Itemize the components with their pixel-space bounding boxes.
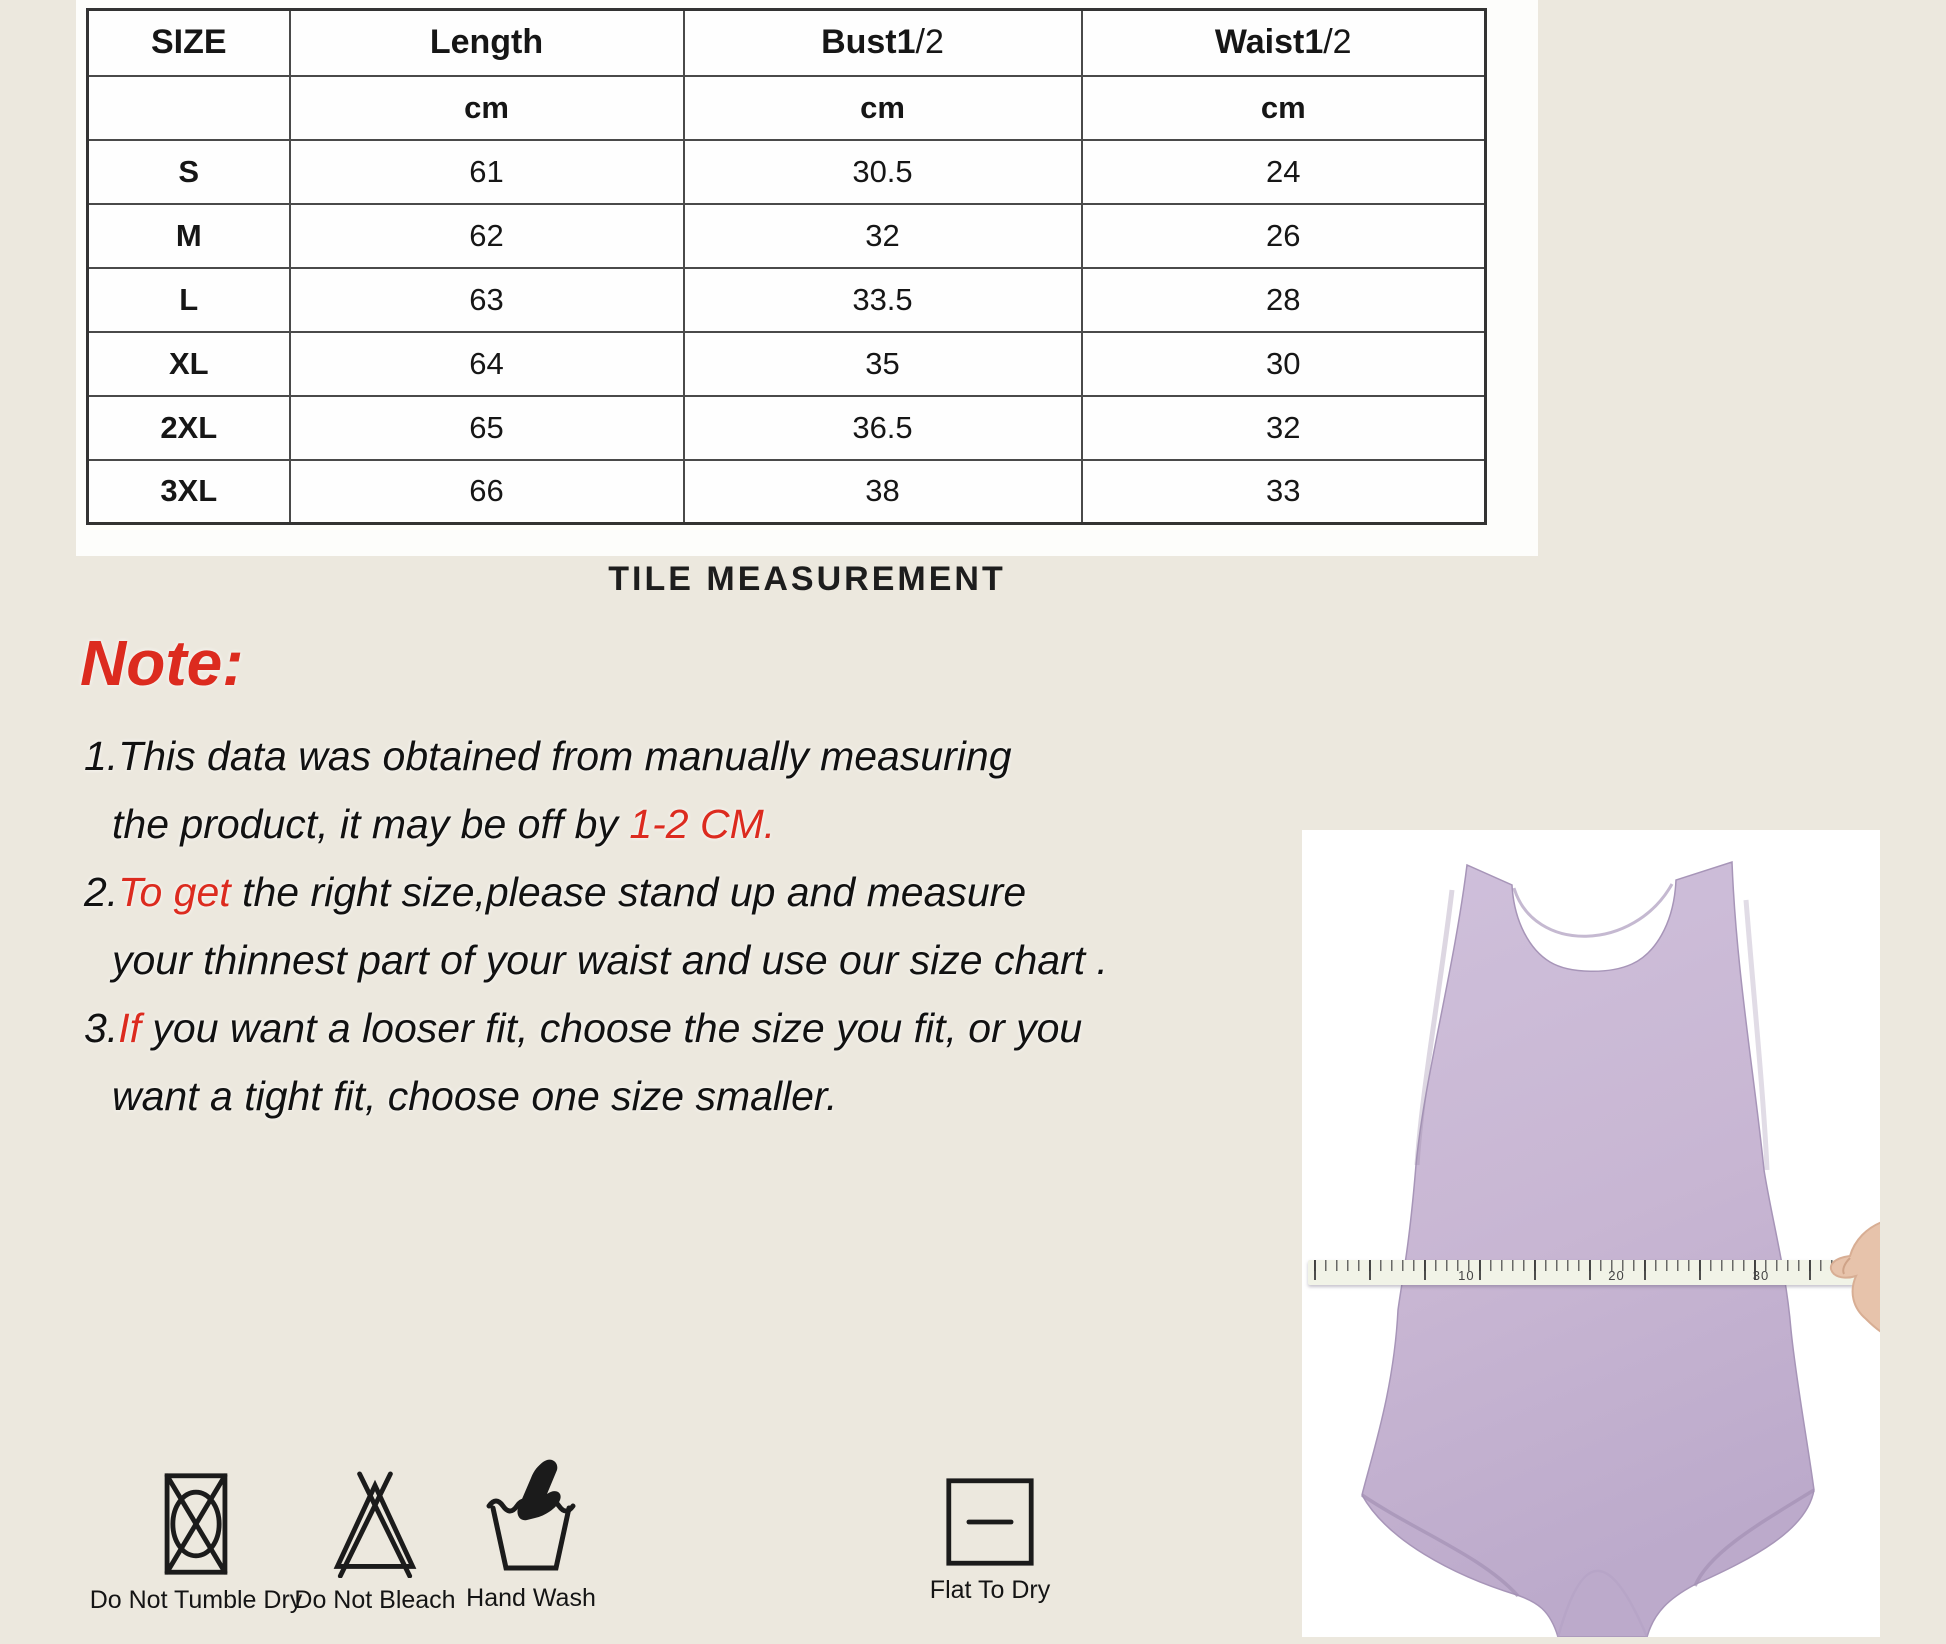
waist-value: 33 — [1080, 458, 1487, 525]
bust-value: 33.5 — [682, 266, 1083, 333]
header-text: Waist1 — [1214, 23, 1324, 62]
note-text: 1.This data was obtained from manually m… — [84, 733, 1012, 779]
column-header-length: Length — [288, 8, 685, 77]
size-label: S — [86, 138, 291, 205]
note-list: 1.This data was obtained from manually m… — [84, 722, 1108, 1130]
care-item-flat-to-dry: Flat To Dry — [860, 1476, 1120, 1605]
waist-value: 30 — [1080, 330, 1487, 397]
waist-value: 24 — [1080, 138, 1487, 205]
table-row-3xl: 3XL 66 38 33 — [86, 458, 1487, 525]
hand-wash-icon — [486, 1459, 576, 1571]
note-text: 2. — [84, 869, 119, 915]
note-line-2: 2.To get the right size,please stand up … — [84, 858, 1026, 926]
care-label: Do Not Bleach — [294, 1586, 456, 1614]
table-row-m: M 62 32 26 — [86, 202, 1487, 269]
length-value: 62 — [288, 202, 685, 269]
note-line-1: 1.This data was obtained from manually m… — [84, 722, 1012, 790]
length-value: 65 — [288, 394, 685, 461]
tape-number: 10 — [1458, 1268, 1475, 1283]
length-value: 66 — [288, 458, 685, 525]
bodysuit-image — [1361, 860, 1815, 1637]
product-photo: 10 20 30 — [1302, 830, 1880, 1637]
size-table: SIZE Length Bust1/2 Waist1/2 cm cm cm S … — [86, 8, 1487, 525]
bust-value: 36.5 — [682, 394, 1083, 461]
waist-value: 26 — [1080, 202, 1487, 269]
note-text-red: If — [118, 1005, 141, 1051]
size-label: 3XL — [86, 458, 291, 525]
bust-value: 30.5 — [682, 138, 1083, 205]
note-text: 3. — [84, 1005, 119, 1051]
note-line-1b: the product, it may be off by 1-2 CM. — [84, 790, 1004, 858]
units-row: cm cm cm — [86, 74, 1487, 141]
note-heading: Note: — [80, 627, 244, 699]
unit-cell — [86, 74, 291, 141]
hand-image — [1829, 1221, 1880, 1333]
tile-measurement-caption: TILE MEASUREMENT — [608, 560, 1006, 598]
note-text: the product, it may be off by — [112, 801, 630, 847]
size-label: 2XL — [86, 394, 291, 461]
header-suffix: /2 — [1323, 23, 1352, 62]
note-text: your thinnest part of your waist and use… — [112, 937, 1108, 983]
tape-number: 20 — [1608, 1268, 1625, 1283]
column-header-waist: Waist1/2 — [1080, 8, 1487, 77]
note-text-red: 1-2 CM. — [629, 801, 776, 847]
care-item-do-not-tumble-dry: Do Not Tumble Dry — [66, 1470, 326, 1615]
flat-to-dry-icon — [946, 1478, 1034, 1566]
tape-number: 30 — [1752, 1268, 1770, 1283]
bust-value: 32 — [682, 202, 1083, 269]
waist-value: 32 — [1080, 394, 1487, 461]
bust-value: 38 — [682, 458, 1083, 525]
table-row-2xl: 2XL 65 36.5 32 — [86, 394, 1487, 461]
bust-value: 35 — [682, 330, 1083, 397]
note-line-3: 3.If you want a looser fit, choose the s… — [84, 994, 1082, 1062]
header-text: SIZE — [150, 23, 227, 62]
note-line-2b: your thinnest part of your waist and use… — [84, 926, 1108, 994]
table-row-s: S 61 30.5 24 — [86, 138, 1487, 205]
waist-value: 28 — [1080, 266, 1487, 333]
size-label: XL — [86, 330, 291, 397]
care-item-hand-wash: Hand Wash — [401, 1458, 661, 1613]
note-text: you want a looser fit, choose the size y… — [141, 1005, 1083, 1051]
length-value: 64 — [288, 330, 685, 397]
care-label: Hand Wash — [466, 1584, 596, 1612]
column-header-size: SIZE — [86, 8, 291, 77]
table-row-xl: XL 64 35 30 — [86, 330, 1487, 397]
unit-cell: cm — [1080, 74, 1487, 141]
note-line-3b: want a tight fit, choose one size smalle… — [84, 1062, 1004, 1130]
care-label: Do Not Tumble Dry — [89, 1586, 303, 1614]
unit-cell: cm — [288, 74, 685, 141]
note-text-red: To get — [118, 869, 231, 915]
length-value: 63 — [288, 266, 685, 333]
size-label: M — [86, 202, 291, 269]
note-text: want a tight fit, choose one size smalle… — [112, 1073, 838, 1119]
size-table-header-row: SIZE Length Bust1/2 Waist1/2 — [86, 8, 1487, 77]
length-value: 61 — [288, 138, 685, 205]
do-not-tumble-dry-icon — [164, 1473, 228, 1575]
header-text: Bust1 — [821, 23, 916, 62]
unit-cell: cm — [682, 74, 1083, 141]
size-table-panel: SIZE Length Bust1/2 Waist1/2 cm cm cm S … — [76, 0, 1538, 556]
table-row-l: L 63 33.5 28 — [86, 266, 1487, 333]
header-text: Length — [429, 23, 544, 62]
column-header-bust: Bust1/2 — [682, 8, 1083, 77]
size-label: L — [86, 266, 291, 333]
note-text: the right size,please stand up and measu… — [230, 869, 1027, 915]
measuring-tape: 10 20 30 — [1308, 1260, 1864, 1285]
care-label: Flat To Dry — [929, 1576, 1051, 1604]
header-suffix: /2 — [915, 23, 944, 62]
do-not-bleach-icon — [333, 1471, 417, 1578]
care-item-do-not-bleach: Do Not Bleach — [245, 1470, 505, 1615]
